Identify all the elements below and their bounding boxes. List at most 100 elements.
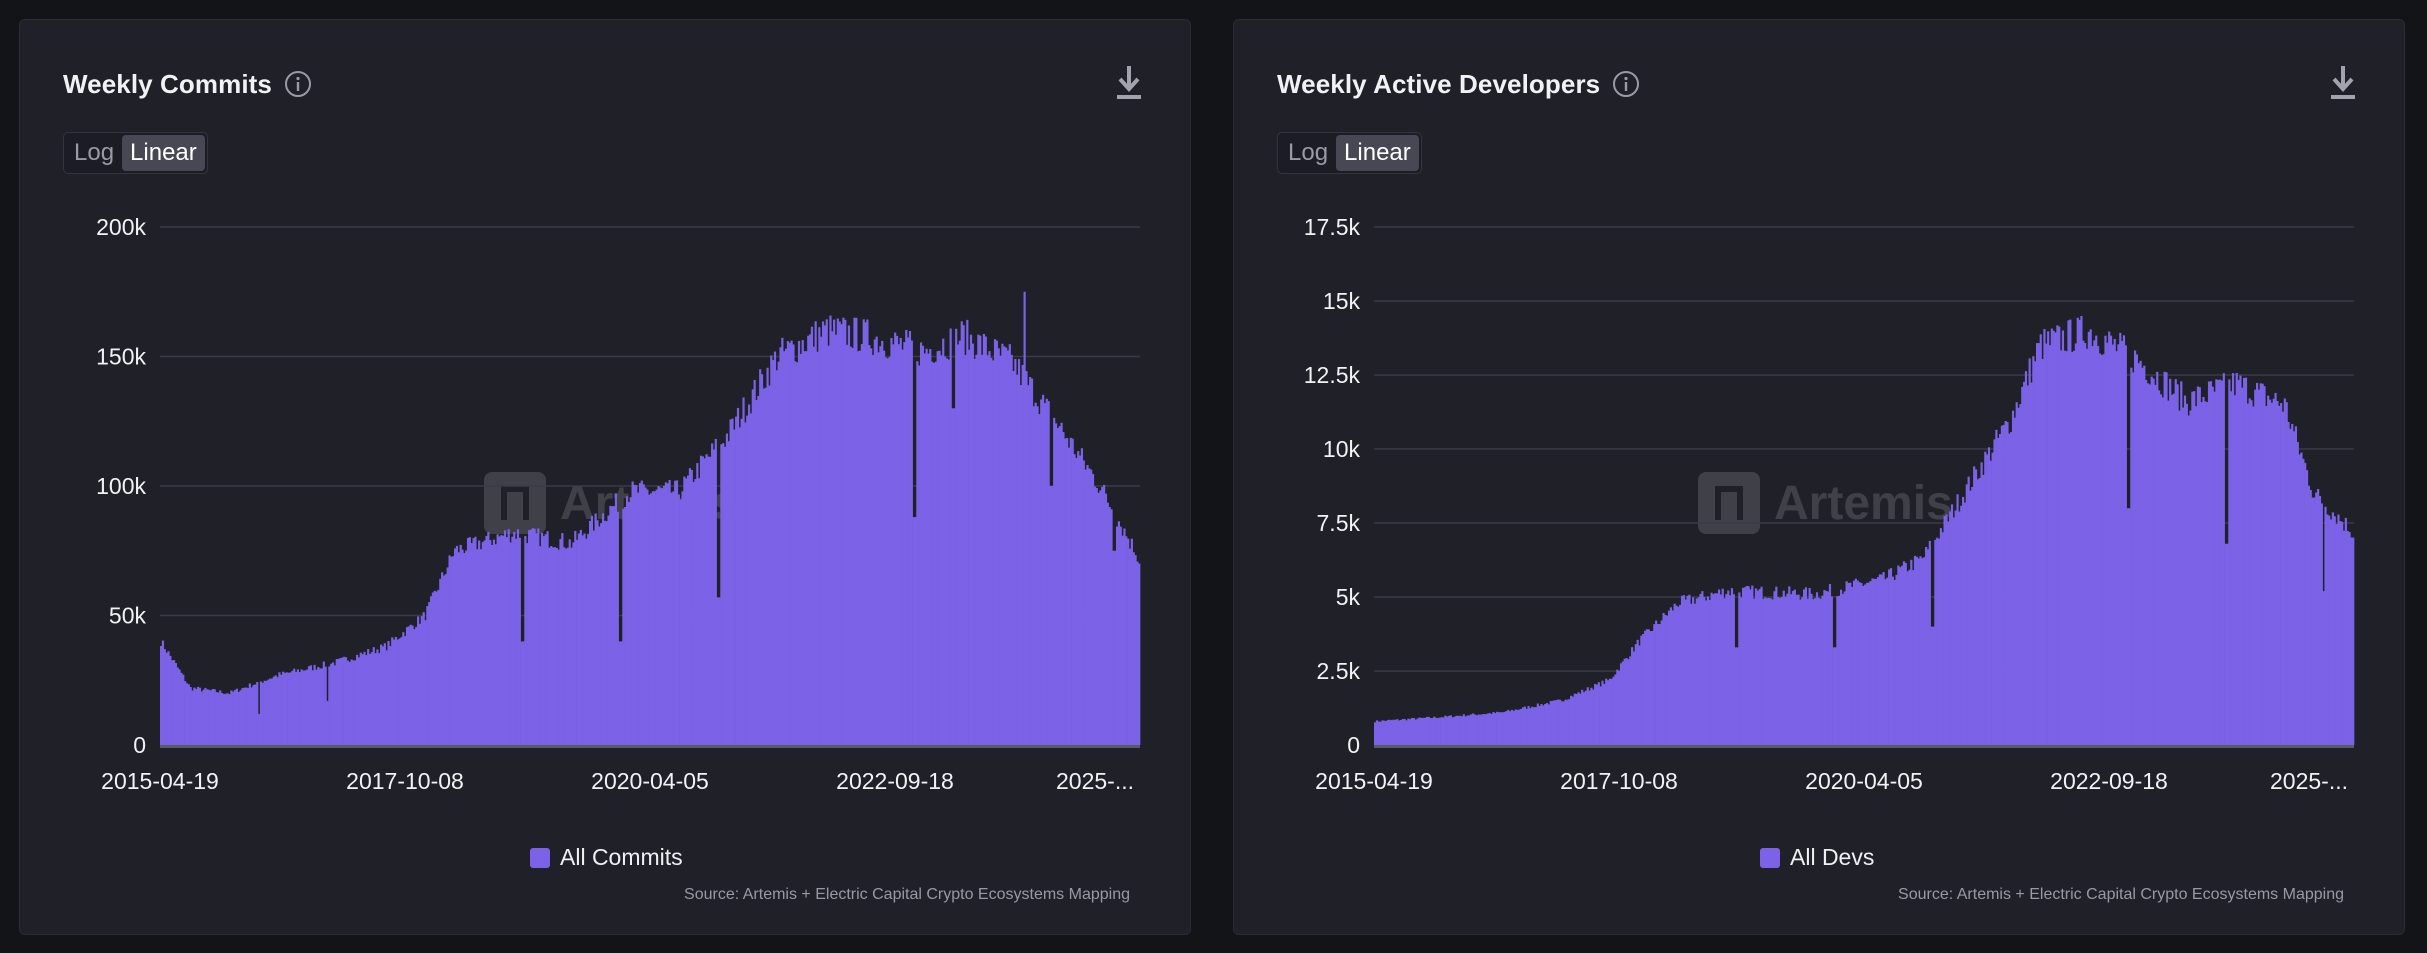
- bar: [831, 331, 834, 745]
- bar: [542, 536, 545, 745]
- bar: [2065, 351, 2068, 745]
- info-icon[interactable]: [1612, 70, 1640, 98]
- bar: [169, 655, 172, 745]
- bar: [727, 441, 730, 745]
- bar: [1736, 647, 1739, 745]
- bar: [2152, 378, 2155, 745]
- bar: [472, 538, 475, 745]
- bar: [1108, 507, 1111, 745]
- bar: [1629, 656, 1632, 745]
- x-tick-label: 2022-09-18: [2050, 768, 2168, 794]
- bar: [540, 532, 544, 745]
- download-icon[interactable]: [2328, 64, 2358, 102]
- bar: [2294, 426, 2298, 745]
- bar: [590, 515, 594, 745]
- bar: [857, 351, 860, 745]
- bar: [688, 468, 692, 745]
- bar: [370, 652, 373, 745]
- bar: [2196, 386, 2200, 745]
- bar: [786, 341, 790, 745]
- bar: [794, 361, 797, 745]
- bar: [2298, 454, 2301, 745]
- bar: [768, 385, 771, 745]
- linear-scale-button[interactable]: Linear: [1336, 135, 1419, 171]
- bar: [714, 438, 717, 745]
- bar: [1852, 580, 1856, 745]
- bar: [2010, 432, 2013, 745]
- bar: [1684, 599, 1687, 745]
- bar: [934, 361, 937, 745]
- info-icon[interactable]: [284, 70, 312, 98]
- bar: [293, 668, 296, 745]
- bar: [609, 505, 612, 745]
- bar: [2108, 331, 2111, 745]
- bar: [2050, 328, 2053, 745]
- bar: [698, 478, 701, 745]
- bar: [361, 654, 364, 745]
- bar: [1557, 699, 1560, 745]
- bar: [969, 334, 973, 745]
- bar: [1508, 711, 1512, 745]
- bar: [936, 351, 939, 745]
- bar: [616, 511, 619, 745]
- log-scale-button[interactable]: Log: [1288, 139, 1329, 166]
- bar: [1492, 711, 1495, 745]
- bar: [694, 479, 697, 745]
- chart-legend[interactable]: All Commits: [530, 844, 683, 871]
- bar: [1692, 597, 1695, 745]
- bar: [1865, 582, 1869, 745]
- bar: [2235, 373, 2238, 745]
- bar: [1699, 593, 1702, 745]
- bar: [2122, 335, 2126, 745]
- bar: [2274, 392, 2277, 745]
- bar: [250, 687, 253, 745]
- bar: [1481, 714, 1484, 745]
- chart-legend[interactable]: All Devs: [1760, 844, 1874, 871]
- bar: [187, 684, 190, 745]
- x-tick-label: 2022-09-18: [836, 768, 954, 794]
- bar: [359, 652, 362, 745]
- bar: [228, 694, 231, 745]
- bar: [646, 489, 649, 745]
- bar: [1751, 585, 1754, 745]
- bar: [2128, 508, 2131, 745]
- bar: [1795, 594, 1798, 745]
- bar: [611, 506, 614, 745]
- bar: [1808, 588, 1811, 745]
- bar: [873, 339, 876, 745]
- x-tick-label: 2025-...: [1056, 768, 1134, 794]
- bar: [576, 539, 579, 745]
- bar: [2028, 358, 2031, 745]
- bar: [2346, 530, 2349, 745]
- bar: [1963, 502, 1967, 745]
- linear-scale-button[interactable]: Linear: [122, 135, 205, 171]
- bar: [552, 547, 555, 745]
- bar: [313, 664, 316, 745]
- bar: [2278, 405, 2281, 745]
- bar: [605, 521, 608, 745]
- bar: [1679, 604, 1682, 745]
- bar: [908, 331, 912, 745]
- bar: [317, 666, 320, 745]
- bar: [1802, 589, 1806, 745]
- bar: [1784, 596, 1787, 745]
- bar: [731, 418, 734, 745]
- bar: [1054, 423, 1058, 745]
- bar: [1379, 721, 1382, 745]
- bar: [2348, 532, 2351, 745]
- bar: [877, 352, 880, 745]
- bar: [2133, 350, 2137, 745]
- bar: [932, 362, 936, 745]
- bar: [1470, 714, 1473, 745]
- bar: [2187, 415, 2190, 745]
- bar: [2082, 340, 2085, 745]
- bar: [2324, 506, 2327, 745]
- log-scale-button[interactable]: Log: [74, 139, 115, 166]
- download-icon[interactable]: [1114, 64, 1144, 102]
- bar: [864, 322, 867, 745]
- bar: [226, 693, 229, 745]
- bar: [916, 361, 919, 745]
- bar: [2193, 391, 2196, 745]
- bar: [1854, 578, 1857, 745]
- bar: [1843, 591, 1846, 745]
